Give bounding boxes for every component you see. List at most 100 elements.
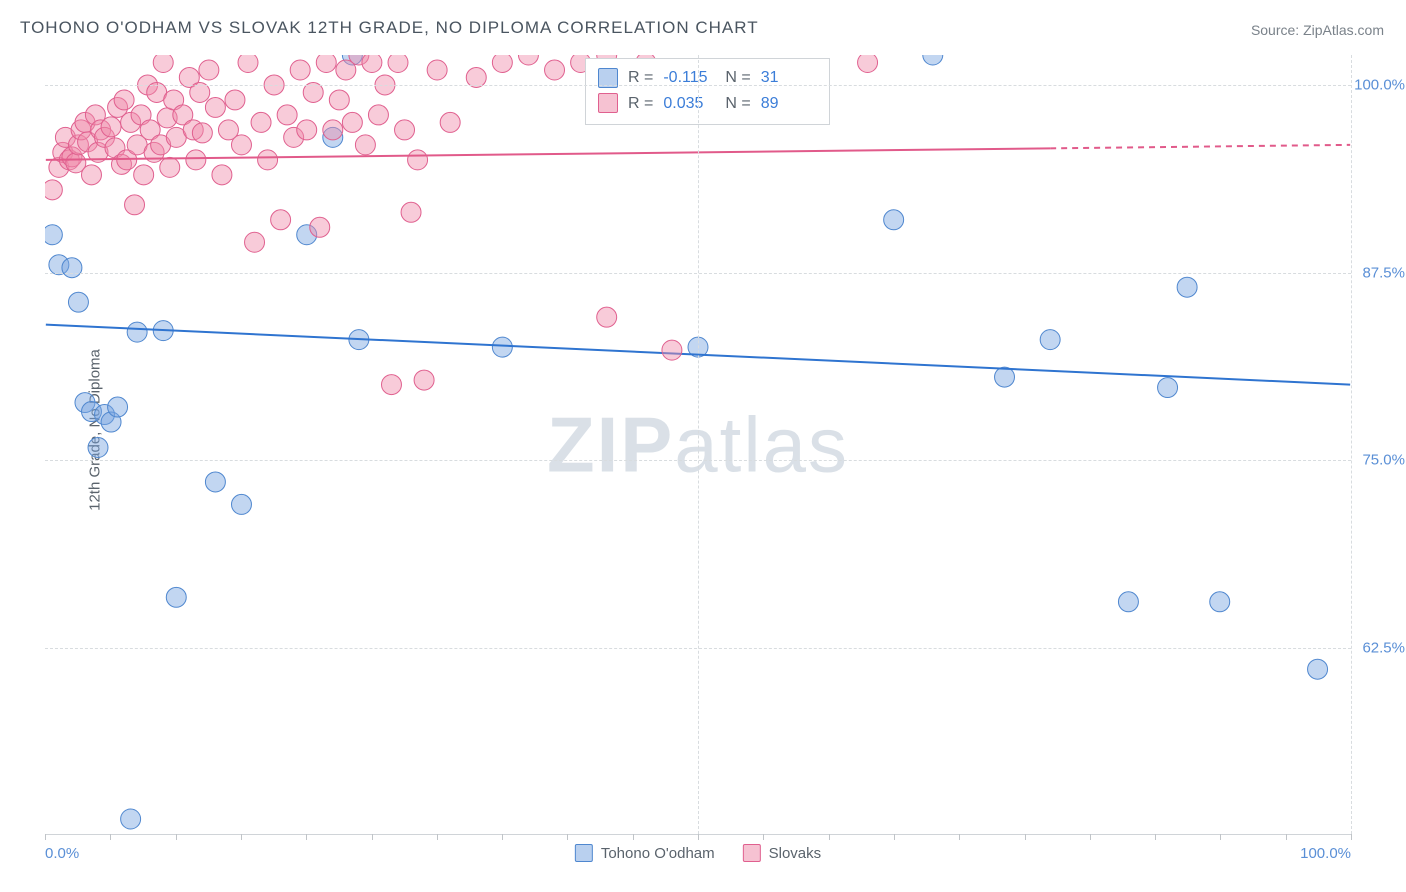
scatter-point	[127, 135, 147, 155]
scatter-point	[355, 135, 375, 155]
xtick-mark	[567, 834, 568, 840]
scatter-point	[75, 112, 95, 132]
stats-row-pink: R = 0.035 N = 89	[598, 91, 813, 117]
scatter-point	[316, 55, 336, 72]
bottom-legend: Tohono O'odham Slovaks	[575, 844, 821, 862]
scatter-point	[381, 375, 401, 395]
swatch-pink-icon	[598, 93, 618, 113]
scatter-point	[205, 97, 225, 117]
scatter-point	[297, 120, 317, 140]
gridline-v	[1351, 55, 1352, 834]
scatter-point	[597, 307, 617, 327]
scatter-point	[140, 120, 160, 140]
stats-r-pink: 0.035	[663, 91, 715, 117]
xtick-mark	[45, 834, 46, 840]
scatter-point	[82, 165, 102, 185]
xtick-mark	[1286, 834, 1287, 840]
scatter-point	[121, 112, 141, 132]
scatter-point	[114, 90, 134, 110]
scatter-point	[1210, 592, 1230, 612]
xtick-mark	[698, 834, 699, 840]
scatter-point	[1177, 277, 1197, 297]
scatter-point	[151, 135, 171, 155]
scatter-point	[492, 337, 512, 357]
scatter-point	[95, 127, 115, 147]
scatter-point	[157, 108, 177, 128]
legend-label-pink: Slovaks	[769, 845, 822, 862]
scatter-point	[290, 60, 310, 80]
scatter-point	[91, 120, 111, 140]
scatter-point	[408, 150, 428, 170]
watermark-atlas: atlas	[674, 400, 849, 488]
scatter-point	[231, 135, 251, 155]
scatter-point	[1118, 592, 1138, 612]
scatter-point	[271, 210, 291, 230]
xtick-mark	[829, 834, 830, 840]
xtick-mark	[176, 834, 177, 840]
scatter-point	[75, 393, 95, 413]
scatter-point	[153, 55, 173, 72]
scatter-point	[401, 202, 421, 222]
watermark-zip: ZIP	[547, 400, 674, 488]
scatter-point	[166, 127, 186, 147]
scatter-point	[323, 120, 343, 140]
scatter-point	[662, 340, 682, 360]
swatch-blue-icon	[575, 844, 593, 862]
legend-item-blue: Tohono O'odham	[575, 844, 715, 862]
xtick-mark	[959, 834, 960, 840]
scatter-point	[545, 60, 565, 80]
scatter-point	[164, 90, 184, 110]
scatter-point	[127, 322, 147, 342]
xtick-mark	[241, 834, 242, 840]
xtick-mark	[372, 834, 373, 840]
stats-legend-box: R = -0.115 N = 31 R = 0.035 N = 89	[585, 58, 830, 125]
scatter-point	[336, 60, 356, 80]
scatter-point	[95, 405, 115, 425]
chart-title: TOHONO O'ODHAM VS SLOVAK 12TH GRADE, NO …	[20, 18, 759, 38]
source-label: Source: ZipAtlas.com	[1251, 22, 1384, 38]
scatter-point	[1308, 659, 1328, 679]
scatter-point	[238, 55, 258, 72]
scatter-point	[183, 120, 203, 140]
scatter-point	[342, 55, 362, 65]
scatter-point	[310, 217, 330, 237]
scatter-point	[440, 112, 460, 132]
scatter-point	[323, 127, 343, 147]
stats-r-label: R =	[628, 65, 653, 91]
scatter-point	[192, 123, 212, 143]
scatter-point	[108, 397, 128, 417]
scatter-point	[117, 150, 137, 170]
ytick-label: 100.0%	[1354, 77, 1405, 94]
stats-row-blue: R = -0.115 N = 31	[598, 65, 813, 91]
gridline-v	[698, 55, 699, 834]
scatter-point	[112, 154, 132, 174]
ytick-label: 87.5%	[1362, 264, 1405, 281]
scatter-point	[45, 225, 62, 245]
scatter-point	[1158, 378, 1178, 398]
swatch-pink-icon	[743, 844, 761, 862]
scatter-point	[144, 142, 164, 162]
scatter-point	[62, 258, 82, 278]
xtick-mark	[110, 834, 111, 840]
xtick-label: 100.0%	[1300, 845, 1351, 862]
scatter-point	[388, 55, 408, 72]
scatter-point	[231, 494, 251, 514]
xtick-mark	[502, 834, 503, 840]
scatter-point	[218, 120, 238, 140]
stats-r-blue: -0.115	[663, 65, 715, 91]
scatter-point	[205, 472, 225, 492]
xtick-label: 0.0%	[45, 845, 79, 862]
scatter-point	[101, 117, 121, 137]
scatter-point	[85, 105, 105, 125]
scatter-point	[88, 142, 108, 162]
scatter-point	[284, 127, 304, 147]
scatter-point	[395, 120, 415, 140]
scatter-point	[349, 55, 369, 65]
scatter-point	[131, 105, 151, 125]
scatter-point	[995, 367, 1015, 387]
xtick-mark	[437, 834, 438, 840]
xtick-mark	[1351, 834, 1352, 840]
scatter-point	[251, 112, 271, 132]
scatter-point	[55, 127, 75, 147]
xtick-mark	[1090, 834, 1091, 840]
